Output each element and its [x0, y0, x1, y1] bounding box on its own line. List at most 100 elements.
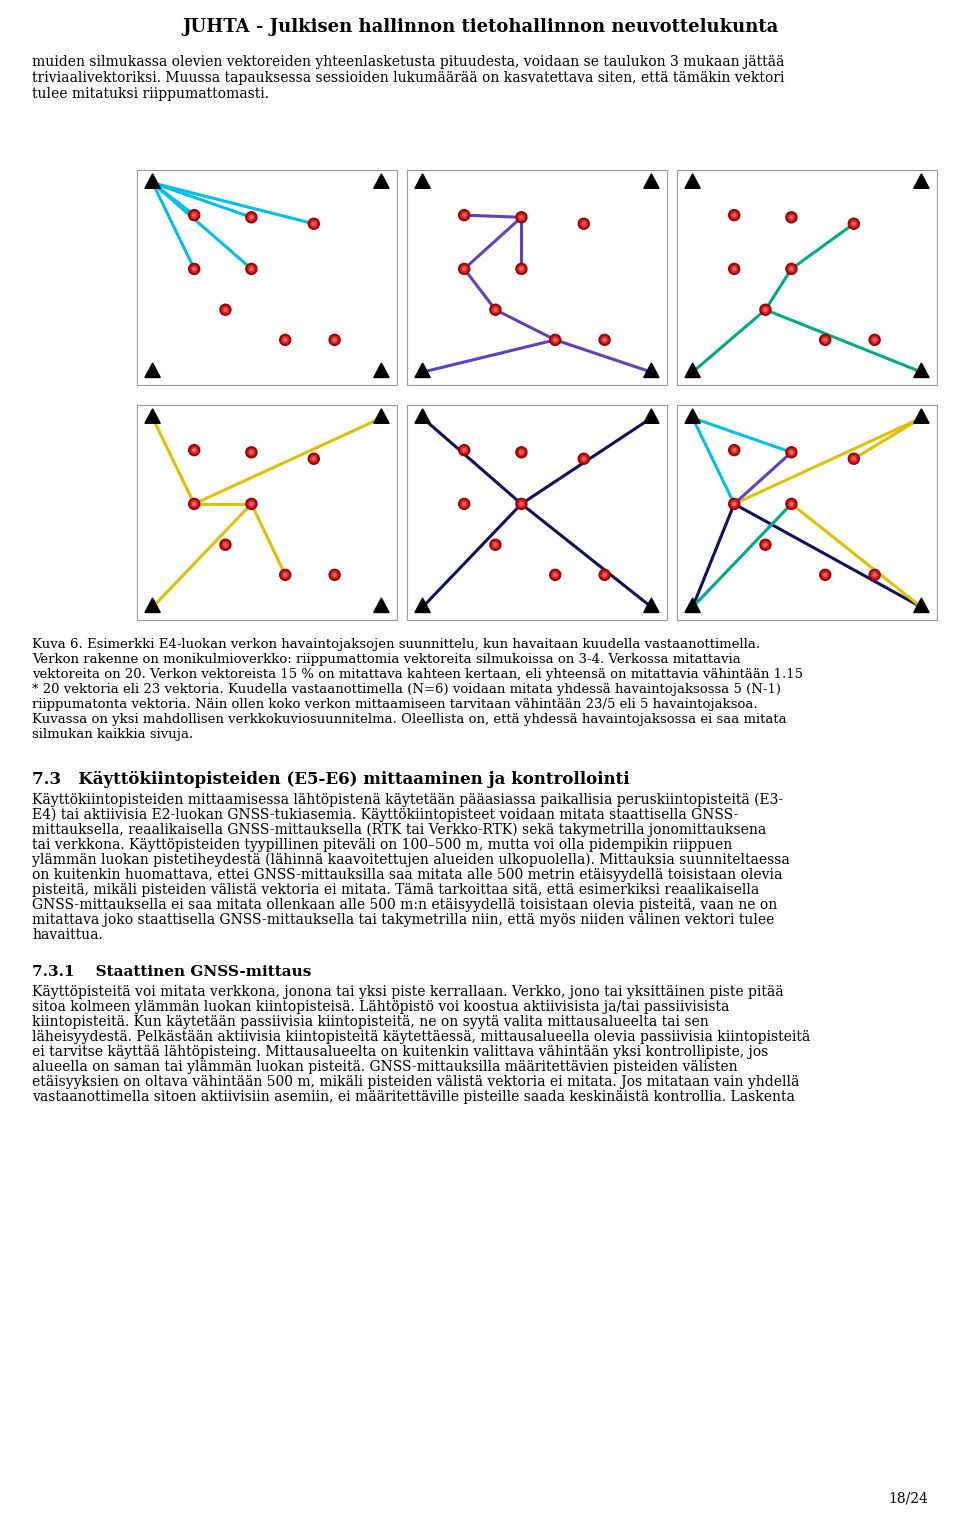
Circle shape: [308, 453, 320, 465]
Circle shape: [222, 541, 228, 549]
Bar: [407, 405, 667, 620]
Bar: [677, 171, 937, 386]
Polygon shape: [644, 597, 660, 613]
Polygon shape: [415, 363, 430, 378]
Circle shape: [516, 212, 527, 223]
Text: ylämmän luokan pistetiheydestä (lähinnä kaavoitettujen alueiden ulkopuolella). M: ylämmän luokan pistetiheydestä (lähinnä …: [32, 853, 790, 867]
Circle shape: [463, 267, 466, 270]
Circle shape: [601, 337, 608, 343]
Text: mittauksella, reaalikaisella GNSS-mittauksella (RTK tai Verkko-RTK) sekä takymet: mittauksella, reaalikaisella GNSS-mittau…: [32, 823, 766, 837]
Circle shape: [308, 218, 320, 229]
Polygon shape: [145, 597, 160, 613]
Polygon shape: [373, 408, 389, 424]
Circle shape: [731, 447, 737, 454]
Circle shape: [493, 308, 497, 311]
Polygon shape: [373, 363, 389, 378]
Polygon shape: [373, 597, 389, 613]
Circle shape: [279, 570, 291, 581]
Circle shape: [788, 448, 795, 456]
Circle shape: [849, 453, 859, 465]
Circle shape: [461, 500, 468, 507]
Circle shape: [189, 498, 200, 509]
Circle shape: [786, 498, 797, 509]
Circle shape: [603, 573, 606, 576]
Circle shape: [552, 337, 559, 343]
Circle shape: [459, 445, 469, 456]
Circle shape: [250, 267, 252, 270]
Circle shape: [463, 213, 466, 216]
Circle shape: [461, 447, 468, 454]
Polygon shape: [644, 174, 660, 189]
Circle shape: [279, 334, 291, 346]
Circle shape: [873, 338, 876, 341]
Circle shape: [849, 218, 859, 229]
Circle shape: [852, 223, 855, 226]
Circle shape: [731, 500, 737, 507]
Polygon shape: [415, 408, 430, 424]
Circle shape: [851, 221, 857, 227]
Text: Verkon rakenne on monikulmioverkko: riippumattomia vektoreita silmukoissa on 3-4: Verkon rakenne on monikulmioverkko: riip…: [32, 652, 741, 666]
Circle shape: [520, 451, 523, 454]
Circle shape: [520, 503, 523, 506]
Text: tai verkkona. Käyttöpisteiden tyypillinen piteväli on 100–500 m, mutta voi olla : tai verkkona. Käyttöpisteiden tyypilline…: [32, 838, 732, 852]
Circle shape: [820, 334, 830, 346]
Circle shape: [601, 572, 608, 578]
Text: riippumatonta vektoria. Näin ollen koko verkon mittaamiseen tarvitaan vähintään : riippumatonta vektoria. Näin ollen koko …: [32, 698, 757, 712]
Text: tulee mitatuksi riippumattomasti.: tulee mitatuksi riippumattomasti.: [32, 87, 269, 101]
Circle shape: [246, 212, 257, 223]
Circle shape: [516, 264, 527, 274]
Circle shape: [762, 541, 769, 549]
Circle shape: [490, 305, 501, 315]
Circle shape: [520, 216, 523, 219]
Circle shape: [284, 338, 287, 341]
Text: pisteitä, mikäli pisteiden välistä vektoria ei mitata. Tämä tarkoittaa sitä, ett: pisteitä, mikäli pisteiden välistä vekto…: [32, 882, 759, 898]
Circle shape: [189, 210, 200, 221]
Circle shape: [222, 306, 228, 314]
Circle shape: [871, 572, 878, 578]
Circle shape: [732, 503, 735, 506]
Text: Kuva 6. Esimerkki E4-luokan verkon havaintojaksojen suunnittelu, kun havaitaan k: Kuva 6. Esimerkki E4-luokan verkon havai…: [32, 639, 760, 651]
Circle shape: [869, 334, 880, 346]
Polygon shape: [914, 363, 929, 378]
Circle shape: [851, 456, 857, 462]
Circle shape: [790, 451, 793, 454]
Text: 7.3   Käyttökiintopisteiden (E5-E6) mittaaminen ja kontrollointi: 7.3 Käyttökiintopisteiden (E5-E6) mittaa…: [32, 771, 630, 788]
Text: mitattava joko staattisella GNSS-mittauksella tai takymetrilla niin, että myös n: mitattava joko staattisella GNSS-mittauk…: [32, 913, 775, 927]
Circle shape: [250, 451, 252, 454]
Circle shape: [281, 337, 289, 343]
Polygon shape: [145, 363, 160, 378]
Text: on kuitenkin huomattava, ettei GNSS-mittauksilla saa mitata alle 500 metrin etäi: on kuitenkin huomattava, ettei GNSS-mitt…: [32, 869, 782, 882]
Polygon shape: [145, 174, 160, 189]
Circle shape: [873, 573, 876, 576]
Circle shape: [550, 570, 561, 581]
Circle shape: [312, 223, 315, 226]
Circle shape: [790, 216, 793, 219]
Circle shape: [732, 213, 735, 216]
Circle shape: [603, 338, 606, 341]
Circle shape: [191, 447, 198, 454]
Polygon shape: [684, 174, 700, 189]
Circle shape: [459, 498, 469, 509]
Circle shape: [729, 210, 740, 221]
Circle shape: [762, 306, 769, 314]
Text: GNSS-mittauksella ei saa mitata ollenkaan alle 500 m:n etäisyydellä toisistaan o: GNSS-mittauksella ei saa mitata ollenkaa…: [32, 898, 778, 911]
Circle shape: [517, 265, 525, 273]
Bar: [407, 171, 667, 386]
Circle shape: [599, 570, 611, 581]
Polygon shape: [415, 597, 430, 613]
Circle shape: [583, 457, 586, 460]
Circle shape: [493, 543, 497, 546]
Circle shape: [193, 448, 196, 451]
Circle shape: [516, 498, 527, 509]
Circle shape: [333, 338, 336, 341]
Polygon shape: [684, 597, 700, 613]
Circle shape: [824, 338, 827, 341]
Circle shape: [788, 500, 795, 507]
Text: kiintopisteitä. Kun käytetään passiivisia kiintopisteitä, ne on syytä valita mit: kiintopisteitä. Kun käytetään passiivisi…: [32, 1015, 708, 1029]
Circle shape: [463, 503, 466, 506]
Circle shape: [822, 337, 828, 343]
Circle shape: [583, 223, 586, 226]
Circle shape: [248, 265, 255, 273]
Circle shape: [820, 570, 830, 581]
Circle shape: [764, 543, 767, 546]
